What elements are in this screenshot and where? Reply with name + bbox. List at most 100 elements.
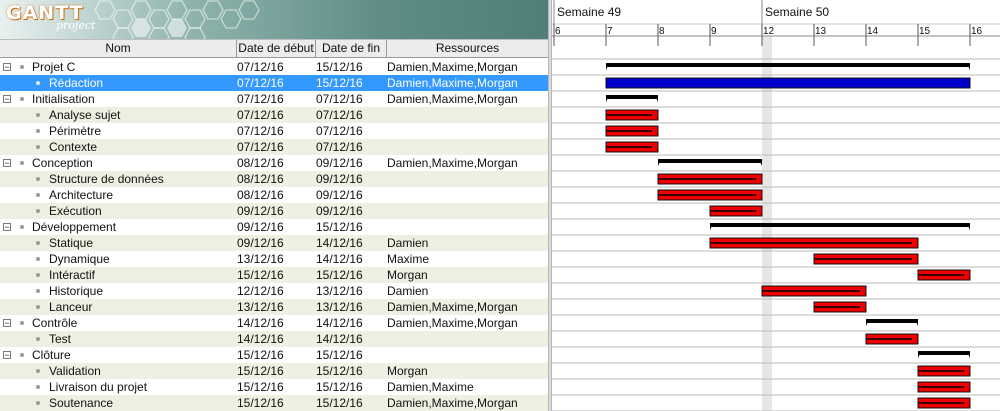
task-end-date[interactable]: 15/12/16 [316,60,363,74]
task-end-date[interactable]: 15/12/16 [316,268,363,282]
task-row[interactable]: Soutenance 15/12/16 15/12/16 Damien,Maxime,… [0,395,548,411]
task-end-date[interactable]: 09/12/16 [316,156,363,170]
task-start-date[interactable]: 09/12/16 [237,220,284,234]
task-end-date[interactable]: 14/12/16 [316,236,363,250]
collapse-toggle-icon[interactable]: − [3,158,11,168]
task-resources[interactable]: Damien [387,236,429,250]
task-row[interactable]: Validation 15/12/16 15/12/16 Morgan [0,363,548,379]
task-group-row[interactable]: − Conception 08/12/16 09/12/16 Damien,Maxime… [0,155,548,171]
task-name-cell[interactable]: Soutenance [0,395,236,411]
task-resources[interactable]: Damien,Maxime,Morgan [387,76,518,90]
task-name-cell[interactable]: − Développement [0,219,236,235]
task-end-date[interactable]: 15/12/16 [316,380,363,394]
task-end-date[interactable]: 15/12/16 [316,76,363,90]
task-name-cell[interactable]: Statique [0,235,236,251]
task-row[interactable]: Structure de données 08/12/16 09/12/16 [0,171,548,187]
task-start-date[interactable]: 15/12/16 [237,364,284,378]
task-row[interactable]: Lanceur 13/12/16 13/12/16 Damien,Maxime,Mor… [0,299,548,315]
task-start-date[interactable]: 07/12/16 [237,92,284,106]
task-row[interactable]: Exécution 09/12/16 09/12/16 [0,203,548,219]
task-resources[interactable] [387,139,548,155]
task-start-date[interactable]: 08/12/16 [237,156,284,170]
task-end-date[interactable]: 15/12/16 [316,220,363,234]
task-name-cell[interactable]: Test [0,331,236,347]
task-name-cell[interactable]: Exécution [0,203,236,219]
task-start-date[interactable]: 12/12/16 [237,284,284,298]
task-name-cell[interactable]: − Contrôle [0,315,236,331]
task-end-date[interactable]: 14/12/16 [316,316,363,330]
task-end-date[interactable]: 07/12/16 [316,124,363,138]
task-resources[interactable] [387,331,548,347]
task-group-row[interactable]: − Contrôle 14/12/16 14/12/16 Damien,Maxime,M… [0,315,548,331]
task-end-date[interactable]: 07/12/16 [316,92,363,106]
task-start-date[interactable]: 09/12/16 [237,236,284,250]
task-resources[interactable] [387,123,548,139]
task-end-date[interactable]: 13/12/16 [316,284,363,298]
column-header-end-date[interactable]: Date de fin [316,40,387,58]
task-resources[interactable]: Morgan [387,364,428,378]
task-end-date[interactable]: 14/12/16 [316,252,363,266]
task-resources[interactable]: Damien,Maxime,Morgan [387,92,518,106]
task-resources[interactable]: Maxime [387,252,430,266]
task-row[interactable]: Livraison du projet 15/12/16 15/12/16 Damie… [0,379,548,395]
task-start-date[interactable]: 08/12/16 [237,188,284,202]
task-row[interactable]: Rédaction 07/12/16 15/12/16 Damien,Maxime,M… [0,75,548,91]
task-name-cell[interactable]: − Projet C [0,59,236,75]
task-resources[interactable]: Damien [387,284,429,298]
task-resources[interactable] [387,203,548,219]
task-row[interactable]: Architecture 08/12/16 09/12/16 [0,187,548,203]
task-row[interactable]: Intéractif 15/12/16 15/12/16 Morgan [0,267,548,283]
task-group-row[interactable]: − Développement 09/12/16 15/12/16 [0,219,548,235]
task-name-cell[interactable]: Intéractif [0,267,236,283]
task-name-cell[interactable]: Lanceur [0,299,236,315]
task-name-cell[interactable]: Architecture [0,187,236,203]
task-resources[interactable]: Damien,Maxime,Morgan [387,396,518,410]
task-end-date[interactable]: 09/12/16 [316,188,363,202]
task-end-date[interactable]: 09/12/16 [316,172,363,186]
task-end-date[interactable]: 14/12/16 [316,332,363,346]
task-start-date[interactable]: 13/12/16 [237,300,284,314]
task-row[interactable]: Contexte 07/12/16 07/12/16 [0,139,548,155]
task-resources[interactable]: Damien,Maxime [387,380,474,394]
task-start-date[interactable]: 14/12/16 [237,316,284,330]
task-resources[interactable] [387,187,548,203]
collapse-toggle-icon[interactable]: − [3,318,11,328]
column-header-start-date[interactable]: Date de début [237,40,316,58]
pane-splitter[interactable] [548,0,552,411]
task-name-cell[interactable]: Historique [0,283,236,299]
collapse-toggle-icon[interactable]: − [3,350,11,360]
task-name-cell[interactable]: − Clôture [0,347,236,363]
task-name-cell[interactable]: − Initialisation [0,91,236,107]
task-name-cell[interactable]: Structure de données [0,171,236,187]
task-resources[interactable]: Damien,Maxime,Morgan [387,316,518,330]
column-header-resources[interactable]: Ressources [435,41,500,55]
column-header-name[interactable]: Nom [0,40,237,58]
task-start-date[interactable]: 09/12/16 [237,204,284,218]
task-resources[interactable] [387,219,548,235]
task-start-date[interactable]: 07/12/16 [237,108,284,122]
task-row[interactable]: Dynamique 13/12/16 14/12/16 Maxime [0,251,548,267]
task-start-date[interactable]: 15/12/16 [237,380,284,394]
task-end-date[interactable]: 09/12/16 [316,204,363,218]
collapse-toggle-icon[interactable]: − [3,94,11,104]
task-name-cell[interactable]: Validation [0,363,236,379]
task-row[interactable]: Analyse sujet 07/12/16 07/12/16 [0,107,548,123]
task-resources[interactable] [387,347,548,363]
task-name-cell[interactable]: Périmètre [0,123,236,139]
task-start-date[interactable]: 13/12/16 [237,252,284,266]
task-name-cell[interactable]: Analyse sujet [0,107,236,123]
task-name-cell[interactable]: − Conception [0,155,236,171]
task-name-cell[interactable]: Rédaction [0,75,236,91]
task-start-date[interactable]: 14/12/16 [237,332,284,346]
collapse-toggle-icon[interactable]: − [3,222,11,232]
task-start-date[interactable]: 07/12/16 [237,124,284,138]
collapse-toggle-icon[interactable]: − [3,62,11,72]
task-start-date[interactable]: 07/12/16 [237,60,284,74]
task-start-date[interactable]: 15/12/16 [237,348,284,362]
task-start-date[interactable]: 07/12/16 [237,76,284,90]
task-end-date[interactable]: 15/12/16 [316,396,363,410]
task-row[interactable]: Statique 09/12/16 14/12/16 Damien [0,235,548,251]
task-resources[interactable]: Morgan [387,268,428,282]
task-row[interactable]: Historique 12/12/16 13/12/16 Damien [0,283,548,299]
task-resources[interactable]: Damien,Maxime,Morgan [387,60,518,74]
